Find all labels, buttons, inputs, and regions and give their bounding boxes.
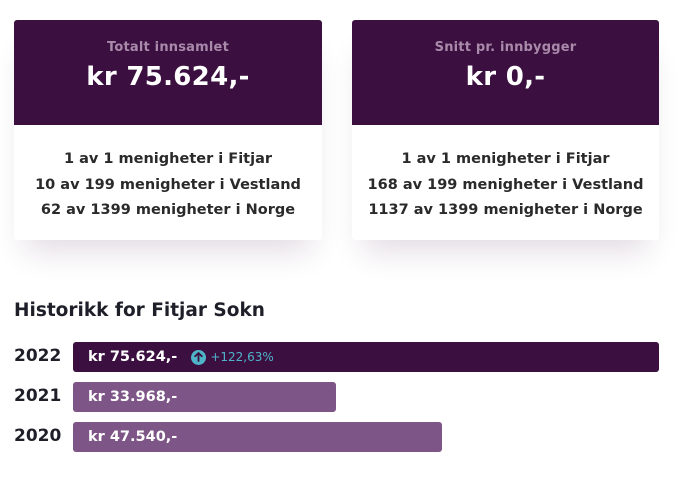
history-amount: kr 47.540,- (88, 429, 178, 445)
history-row: 2021 kr 33.968,- (14, 382, 659, 412)
ranking-county: 168 av 199 menigheter i Vestland (367, 176, 644, 193)
ranking-municipality: 1 av 1 menigheter i Fitjar (63, 151, 273, 167)
total-collected-card: Totalt innsamlet kr 75.624,- 1 av 1 meni… (14, 20, 322, 240)
history-amount: kr 33.968,- (88, 389, 178, 405)
total-collected-rankings: 1 av 1 menigheter i Fitjar 10 av 199 men… (14, 125, 322, 224)
history-title: Historikk for Fitjar Sokn (14, 300, 265, 321)
ranking-country: 62 av 1399 menigheter i Norge (40, 202, 296, 218)
stats-cards: Totalt innsamlet kr 75.624,- 1 av 1 meni… (14, 20, 659, 240)
history-year: 2021 (14, 386, 62, 406)
per-capita-header: Snitt pr. innbygger kr 0,- (352, 20, 659, 125)
per-capita-rankings: 1 av 1 menigheter i Fitjar 168 av 199 me… (352, 125, 659, 224)
growth-value: +122,63% (210, 350, 274, 364)
total-collected-label: Totalt innsamlet (107, 40, 229, 55)
history-bar: kr 75.624,- +122,63% (73, 342, 659, 372)
per-capita-label: Snitt pr. innbygger (434, 40, 577, 55)
arrow-up-circle-icon (191, 349, 207, 365)
history-row: 2022 kr 75.624,- +122,63% (14, 342, 659, 372)
total-collected-value: kr 75.624,- (86, 62, 250, 92)
ranking-country: 1137 av 1399 menigheter i Norge (368, 202, 643, 218)
per-capita-card: Snitt pr. innbygger kr 0,- 1 av 1 menigh… (352, 20, 659, 240)
history-row: 2020 kr 47.540,- (14, 422, 659, 452)
history-year: 2020 (14, 426, 62, 446)
growth-indicator: +122,63% (191, 349, 274, 365)
ranking-county: 10 av 199 menigheter i Vestland (35, 176, 301, 193)
ranking-municipality: 1 av 1 menigheter i Fitjar (401, 151, 610, 167)
history-amount: kr 75.624,- (88, 349, 178, 365)
total-collected-header: Totalt innsamlet kr 75.624,- (14, 20, 322, 125)
history-year: 2022 (14, 346, 62, 366)
history-bar: kr 33.968,- (73, 382, 336, 412)
per-capita-value: kr 0,- (465, 62, 546, 92)
history-bar: kr 47.540,- (73, 422, 442, 452)
